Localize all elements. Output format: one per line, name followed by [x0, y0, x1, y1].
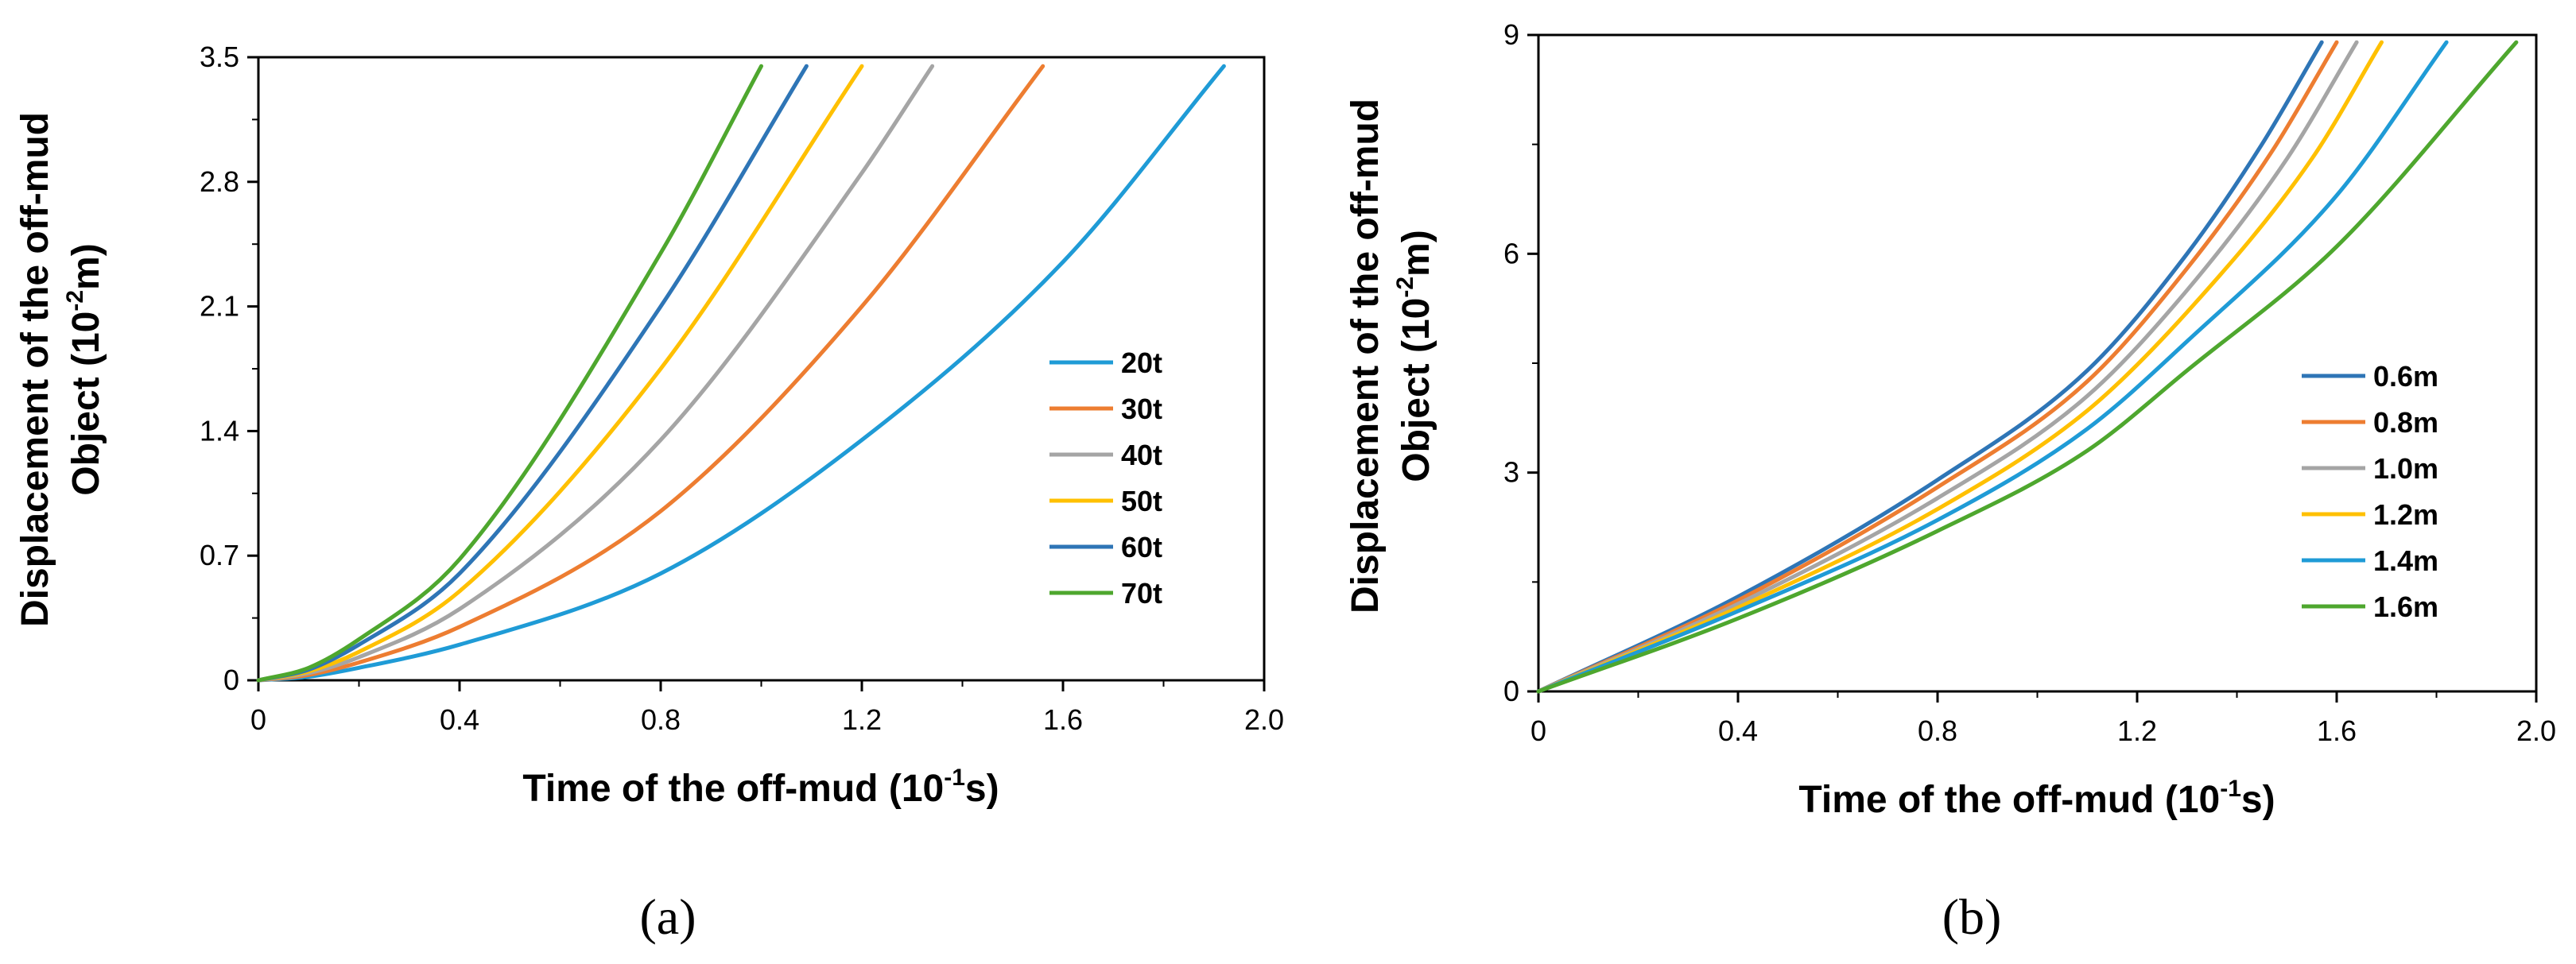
series-line-50t: [256, 64, 864, 683]
legend-label: 0.8m: [2373, 406, 2438, 439]
plot-area-b: [1537, 33, 2538, 693]
series-line-60t: [256, 64, 809, 683]
legend-label: 1.0m: [2373, 452, 2438, 485]
x-tick-label: 2.0: [1244, 703, 1284, 736]
x-tick-label: 1.6: [1043, 703, 1083, 736]
legend-label: 1.2m: [2373, 498, 2438, 531]
series-line-70t: [256, 64, 763, 683]
y-tick-label: 0.7: [200, 539, 239, 571]
x-tick-label: 1.2: [2117, 714, 2157, 747]
legend-label: 30t: [1121, 393, 1162, 425]
series-lines-a: [256, 64, 1226, 683]
legend-label: 40t: [1121, 439, 1162, 471]
x-tick-label: 0.4: [440, 703, 479, 736]
y-tick-label: 9: [1503, 18, 1519, 51]
series-line-0.6m: [1536, 40, 2324, 694]
series-line-1.2m: [1536, 40, 2384, 694]
plot-area-a: [257, 56, 1266, 682]
x-tick-label: 2.0: [2516, 714, 2556, 747]
y-tick-label: 3.5: [200, 41, 239, 73]
y-tick-label: 0: [223, 664, 239, 696]
chart-panel-a: 0 0.7 1.4 2.1 2.8 3.5 0 0.4 0.8 1.2 1.6 2.0 20t 30t…: [14, 41, 1284, 945]
y-tick-label: 2.8: [200, 165, 239, 198]
x-tick-label: 1.2: [842, 703, 882, 736]
series-line-30t: [256, 64, 1046, 683]
series-line-1.4m: [1536, 40, 2449, 694]
series-line-1.0m: [1536, 40, 2359, 694]
legend-label: 70t: [1121, 577, 1162, 610]
x-tick-label: 0: [1530, 714, 1546, 747]
y-axis-title-line2-a: Object (10-2m): [62, 243, 107, 495]
legend-b: 0.6m 0.8m 1.0m 1.2m 1.4m 1.6m: [2302, 360, 2438, 623]
y-tick-label: 2.1: [200, 290, 239, 323]
x-tick-label: 1.6: [2317, 714, 2357, 747]
legend-a: 20t 30t 40t 50t 60t 70t: [1049, 346, 1162, 610]
panel-caption-b: (b): [1942, 889, 2002, 945]
chart-panel-b: 0 3 6 9 0 0.4 0.8 1.2 1.6 2.0 0.6m 0.8m 1.0m 1.2m 1.…: [1344, 18, 2556, 945]
x-tick-label: 0.4: [1718, 714, 1758, 747]
y-axis-title-line2-b: Object (10-2m): [1392, 230, 1437, 482]
legend-label: 0.6m: [2373, 360, 2438, 393]
x-tick-label: 0.8: [641, 703, 681, 736]
y-tick-label: 0: [1503, 675, 1519, 707]
legend-label: 50t: [1121, 485, 1162, 517]
y-axis-ticks-a: 0 0.7 1.4 2.1 2.8 3.5: [200, 41, 258, 696]
y-tick-label: 6: [1503, 237, 1519, 269]
legend-label: 20t: [1121, 346, 1162, 379]
legend-label: 60t: [1121, 531, 1162, 563]
x-axis-ticks-a: 0 0.4 0.8 1.2 1.6 2.0: [250, 680, 1284, 736]
x-axis-title-b: Time of the off-mud (10-1s): [1798, 776, 2275, 821]
series-lines-b: [1536, 40, 2519, 694]
y-axis-title-line1-b: Displacement of the off-mud: [1344, 99, 1387, 614]
series-line-20t: [256, 64, 1226, 683]
y-tick-label: 3: [1503, 456, 1519, 489]
series-line-40t: [256, 64, 935, 683]
series-line-1.6m: [1536, 40, 2519, 694]
legend-label: 1.4m: [2373, 544, 2438, 577]
y-tick-label: 1.4: [200, 414, 239, 447]
series-line-0.8m: [1536, 40, 2339, 694]
y-axis-title-line1-a: Displacement of the off-mud: [14, 112, 56, 627]
x-tick-label: 0.8: [1918, 714, 1957, 747]
x-tick-label: 0: [250, 703, 266, 736]
y-axis-ticks-b: 0 3 6 9: [1503, 18, 1538, 707]
x-axis-title-a: Time of the off-mud (10-1s): [522, 765, 999, 810]
legend-label: 1.6m: [2373, 590, 2438, 623]
panel-caption-a: (a): [639, 889, 696, 945]
x-axis-ticks-b: 0 0.4 0.8 1.2 1.6 2.0: [1530, 691, 2556, 747]
